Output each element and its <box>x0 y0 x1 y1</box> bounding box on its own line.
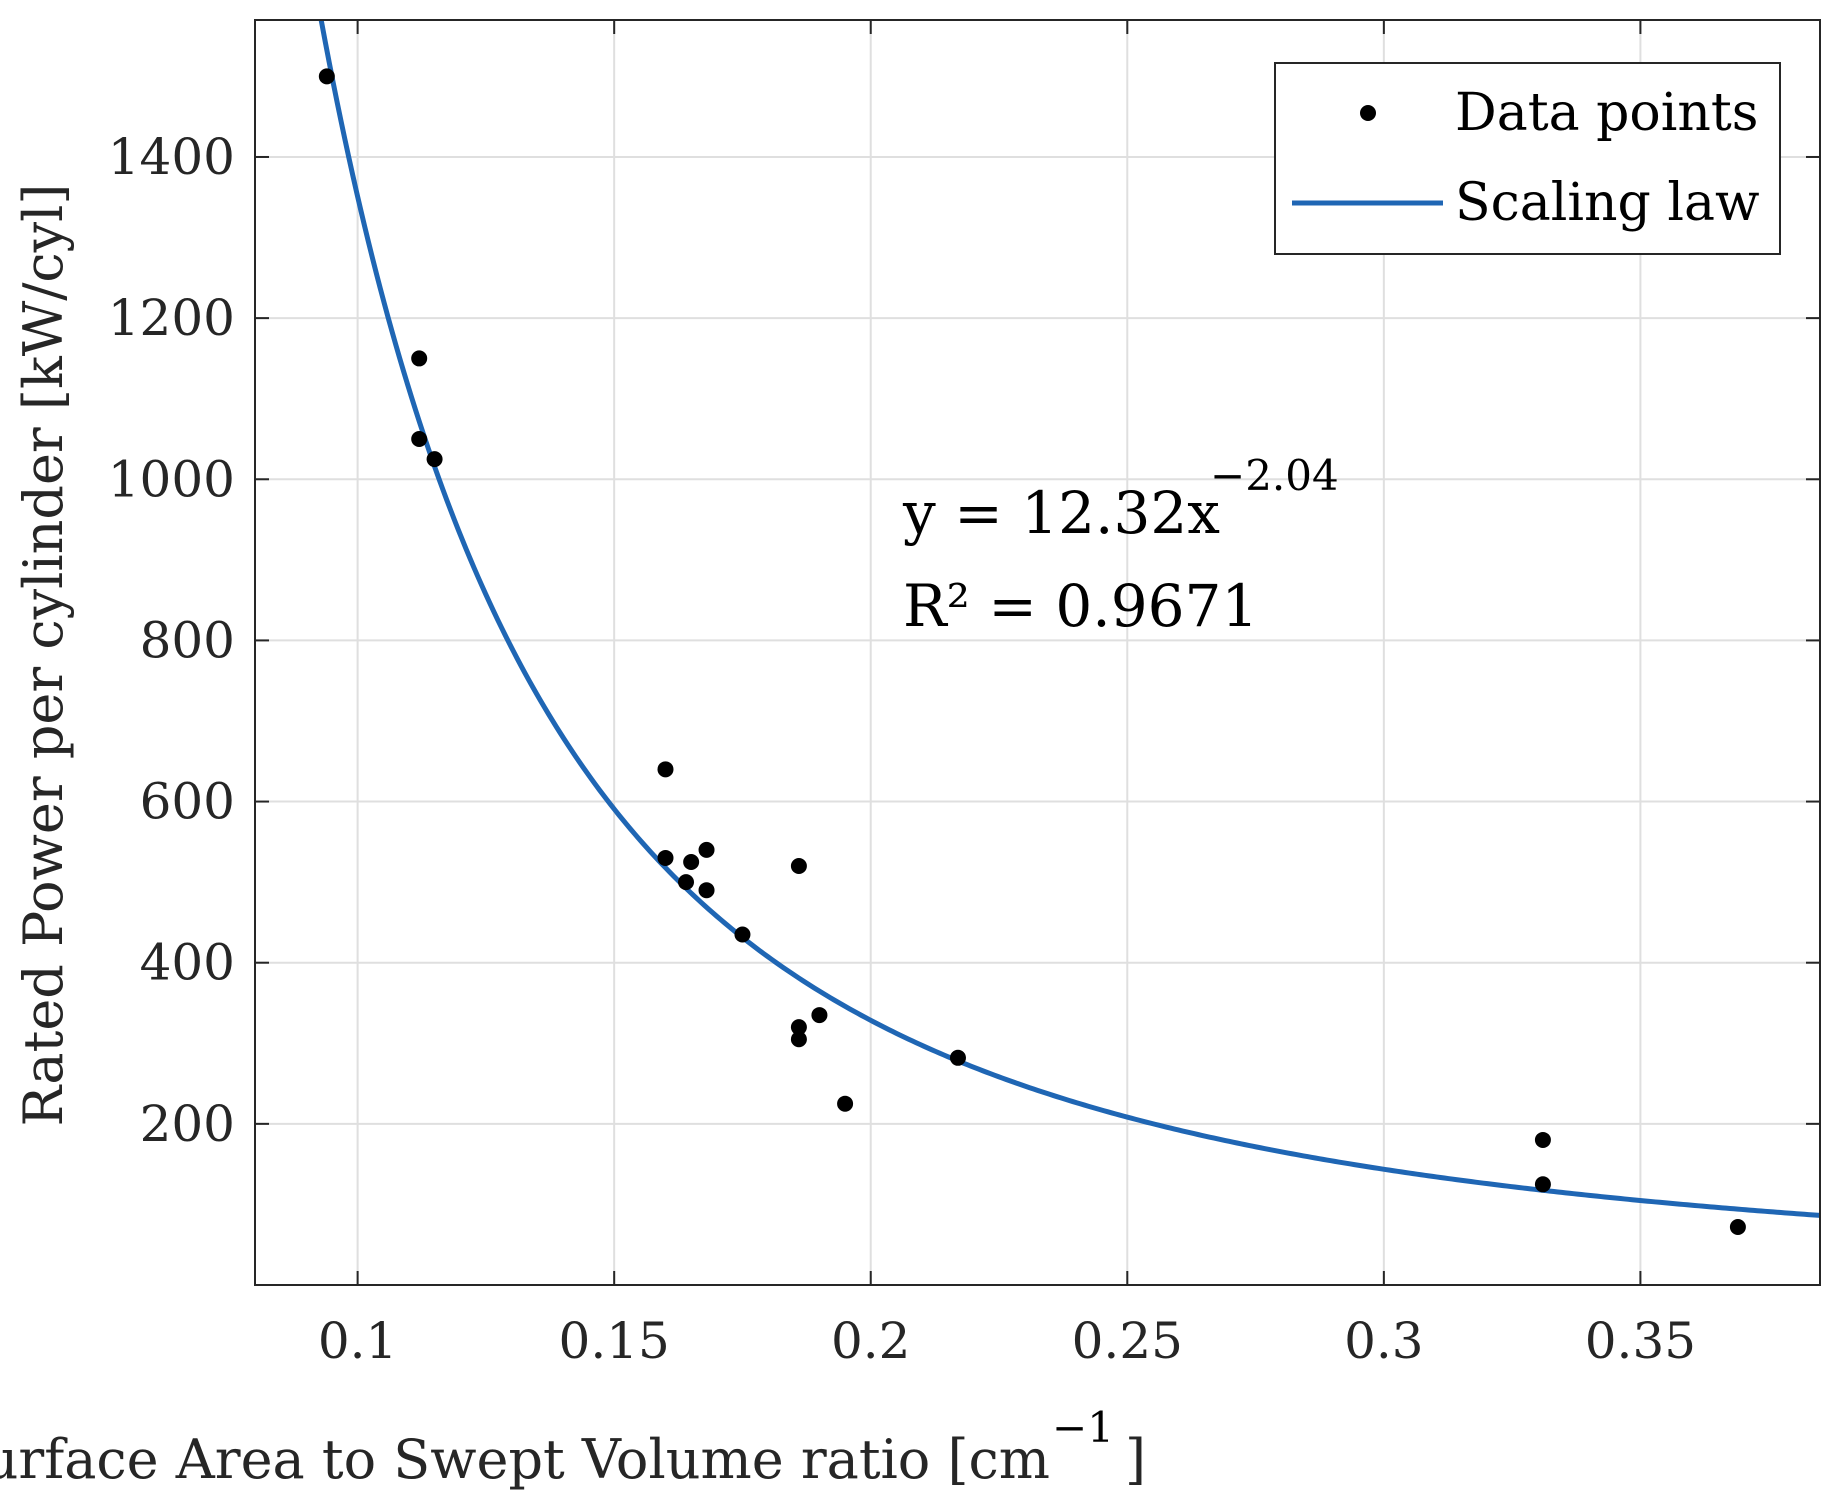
data-point <box>657 761 674 778</box>
series-scaling-law <box>318 20 1820 1218</box>
fit-equation: y = 12.32x −2.04 R² = 0.9671 <box>902 451 1339 640</box>
y-tick-label: 400 <box>140 934 235 992</box>
data-point <box>411 430 428 447</box>
legend-label-scaling-law: Scaling law <box>1455 173 1759 233</box>
y-tick-label: 1400 <box>108 128 235 186</box>
x-axis-title-suffix: ] <box>1125 1428 1146 1491</box>
y-tick-label: 1200 <box>108 289 235 347</box>
x-axis-title: Surface Area to Swept Volume ratio [cm <box>0 1428 1050 1491</box>
data-point <box>318 68 335 85</box>
data-point <box>949 1049 966 1066</box>
legend-marker-data-points <box>1360 105 1376 121</box>
legend: Data points Scaling law <box>1274 62 1781 255</box>
data-point <box>426 451 443 468</box>
data-point <box>790 1031 807 1048</box>
data-point <box>1534 1176 1551 1193</box>
series-data-points <box>318 68 1746 1235</box>
legend-label-data-points: Data points <box>1455 83 1758 143</box>
data-point <box>698 882 715 899</box>
x-tick-label: 0.35 <box>1585 1312 1696 1370</box>
data-point <box>1729 1218 1746 1235</box>
equation-line-2: R² = 0.9671 <box>903 572 1258 640</box>
tick-labels: 0.1 0.15 0.2 0.25 0.3 0.35 200 400 600 800 1000 120… <box>108 128 1696 1370</box>
y-axis-title: Rated Power per cylinder [kW/cyl] <box>12 184 75 1127</box>
x-tick-label: 0.2 <box>831 1312 911 1370</box>
x-tick-label: 0.15 <box>559 1312 670 1370</box>
legend-box <box>1274 62 1781 255</box>
data-point <box>411 350 428 367</box>
data-point <box>657 849 674 866</box>
y-tick-label: 1000 <box>108 450 235 508</box>
x-tick-label: 0.1 <box>318 1312 398 1370</box>
grid <box>255 20 1820 1285</box>
plot-frame <box>254 19 1821 1286</box>
y-tick-label: 600 <box>140 773 235 831</box>
data-point <box>698 841 715 858</box>
data-point <box>734 926 751 943</box>
scaling-law-line <box>318 20 1820 1218</box>
data-point <box>678 874 695 891</box>
data-point <box>790 858 807 875</box>
y-tick-label: 200 <box>140 1095 235 1153</box>
x-tick-label: 0.25 <box>1072 1312 1183 1370</box>
x-tick-label: 0.3 <box>1344 1312 1424 1370</box>
data-point <box>1534 1131 1551 1148</box>
data-point <box>837 1095 854 1112</box>
data-point <box>811 1007 828 1024</box>
data-point <box>683 853 700 870</box>
ticks <box>255 20 1820 1285</box>
data-point <box>790 1019 807 1036</box>
x-axis-title-superscript: −1 <box>1052 1403 1114 1452</box>
equation-line-1: y = 12.32x <box>902 479 1220 547</box>
equation-exponent: −2.04 <box>1210 451 1339 500</box>
y-tick-label: 800 <box>140 611 235 669</box>
